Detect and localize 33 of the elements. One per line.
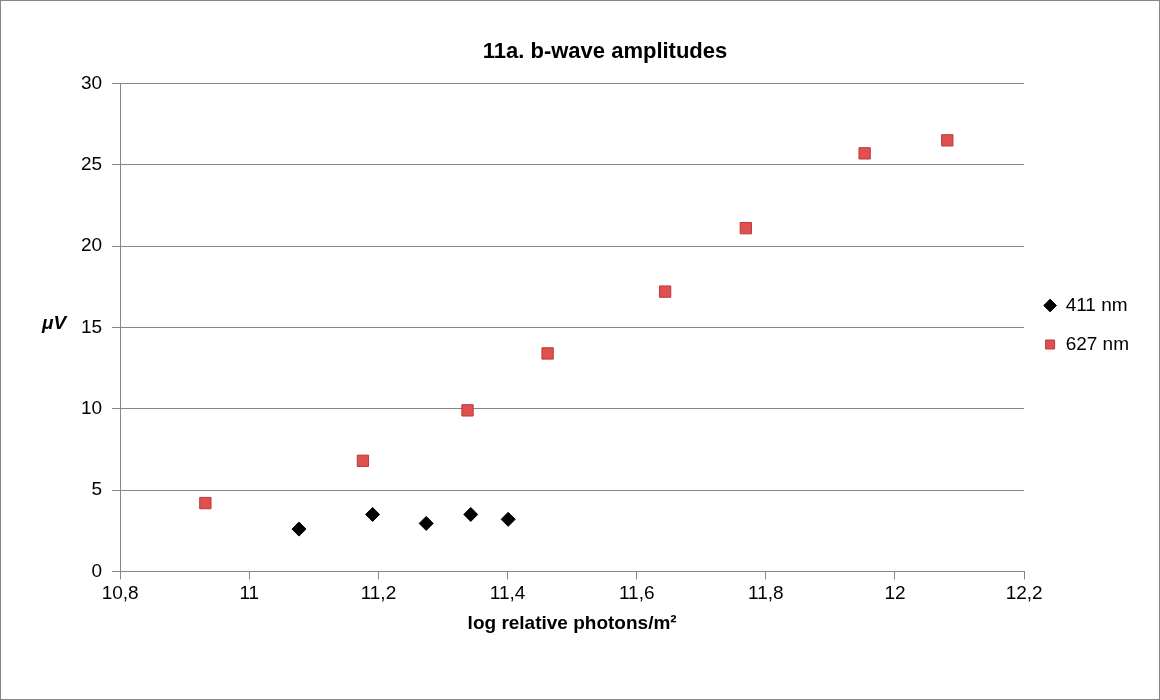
x-tick-label: 11 — [239, 582, 260, 604]
point — [356, 454, 370, 467]
y-tick-label: 10 — [80, 396, 103, 418]
y-axis-title: μV — [42, 312, 67, 334]
point — [461, 404, 474, 417]
x-axis-title: log relative photons/m² — [467, 611, 677, 633]
y-tick-label: 20 — [80, 234, 103, 256]
x-tick-label: 11,2 — [360, 582, 397, 604]
legend-label: 627 nm — [1065, 332, 1129, 354]
y-tick-label: 15 — [80, 315, 103, 337]
point — [199, 496, 212, 510]
point — [500, 511, 516, 527]
x-tick-label: 10,8 — [101, 582, 139, 604]
legend-label: 411 nm — [1065, 293, 1128, 315]
y-tick-label: 25 — [80, 152, 103, 174]
point — [291, 521, 307, 537]
x-tick-label: 12,2 — [1005, 582, 1043, 604]
point — [941, 134, 954, 147]
point — [658, 285, 672, 298]
point — [463, 506, 479, 522]
point — [858, 147, 871, 160]
y-tick-label: 5 — [91, 478, 103, 500]
y-tick-label: 30 — [80, 71, 103, 93]
x-tick-label: 12 — [884, 582, 906, 604]
y-tick-label: 0 — [91, 559, 103, 581]
point — [418, 515, 434, 531]
x-tick-label: 11,8 — [748, 582, 784, 604]
x-tick-label: 11,6 — [618, 582, 655, 604]
x-tick-label: 11,4 — [489, 582, 526, 604]
chart-title: 11a. b-wave amplitudes — [482, 38, 728, 64]
point — [365, 506, 381, 522]
point — [739, 222, 752, 235]
point — [541, 347, 554, 360]
